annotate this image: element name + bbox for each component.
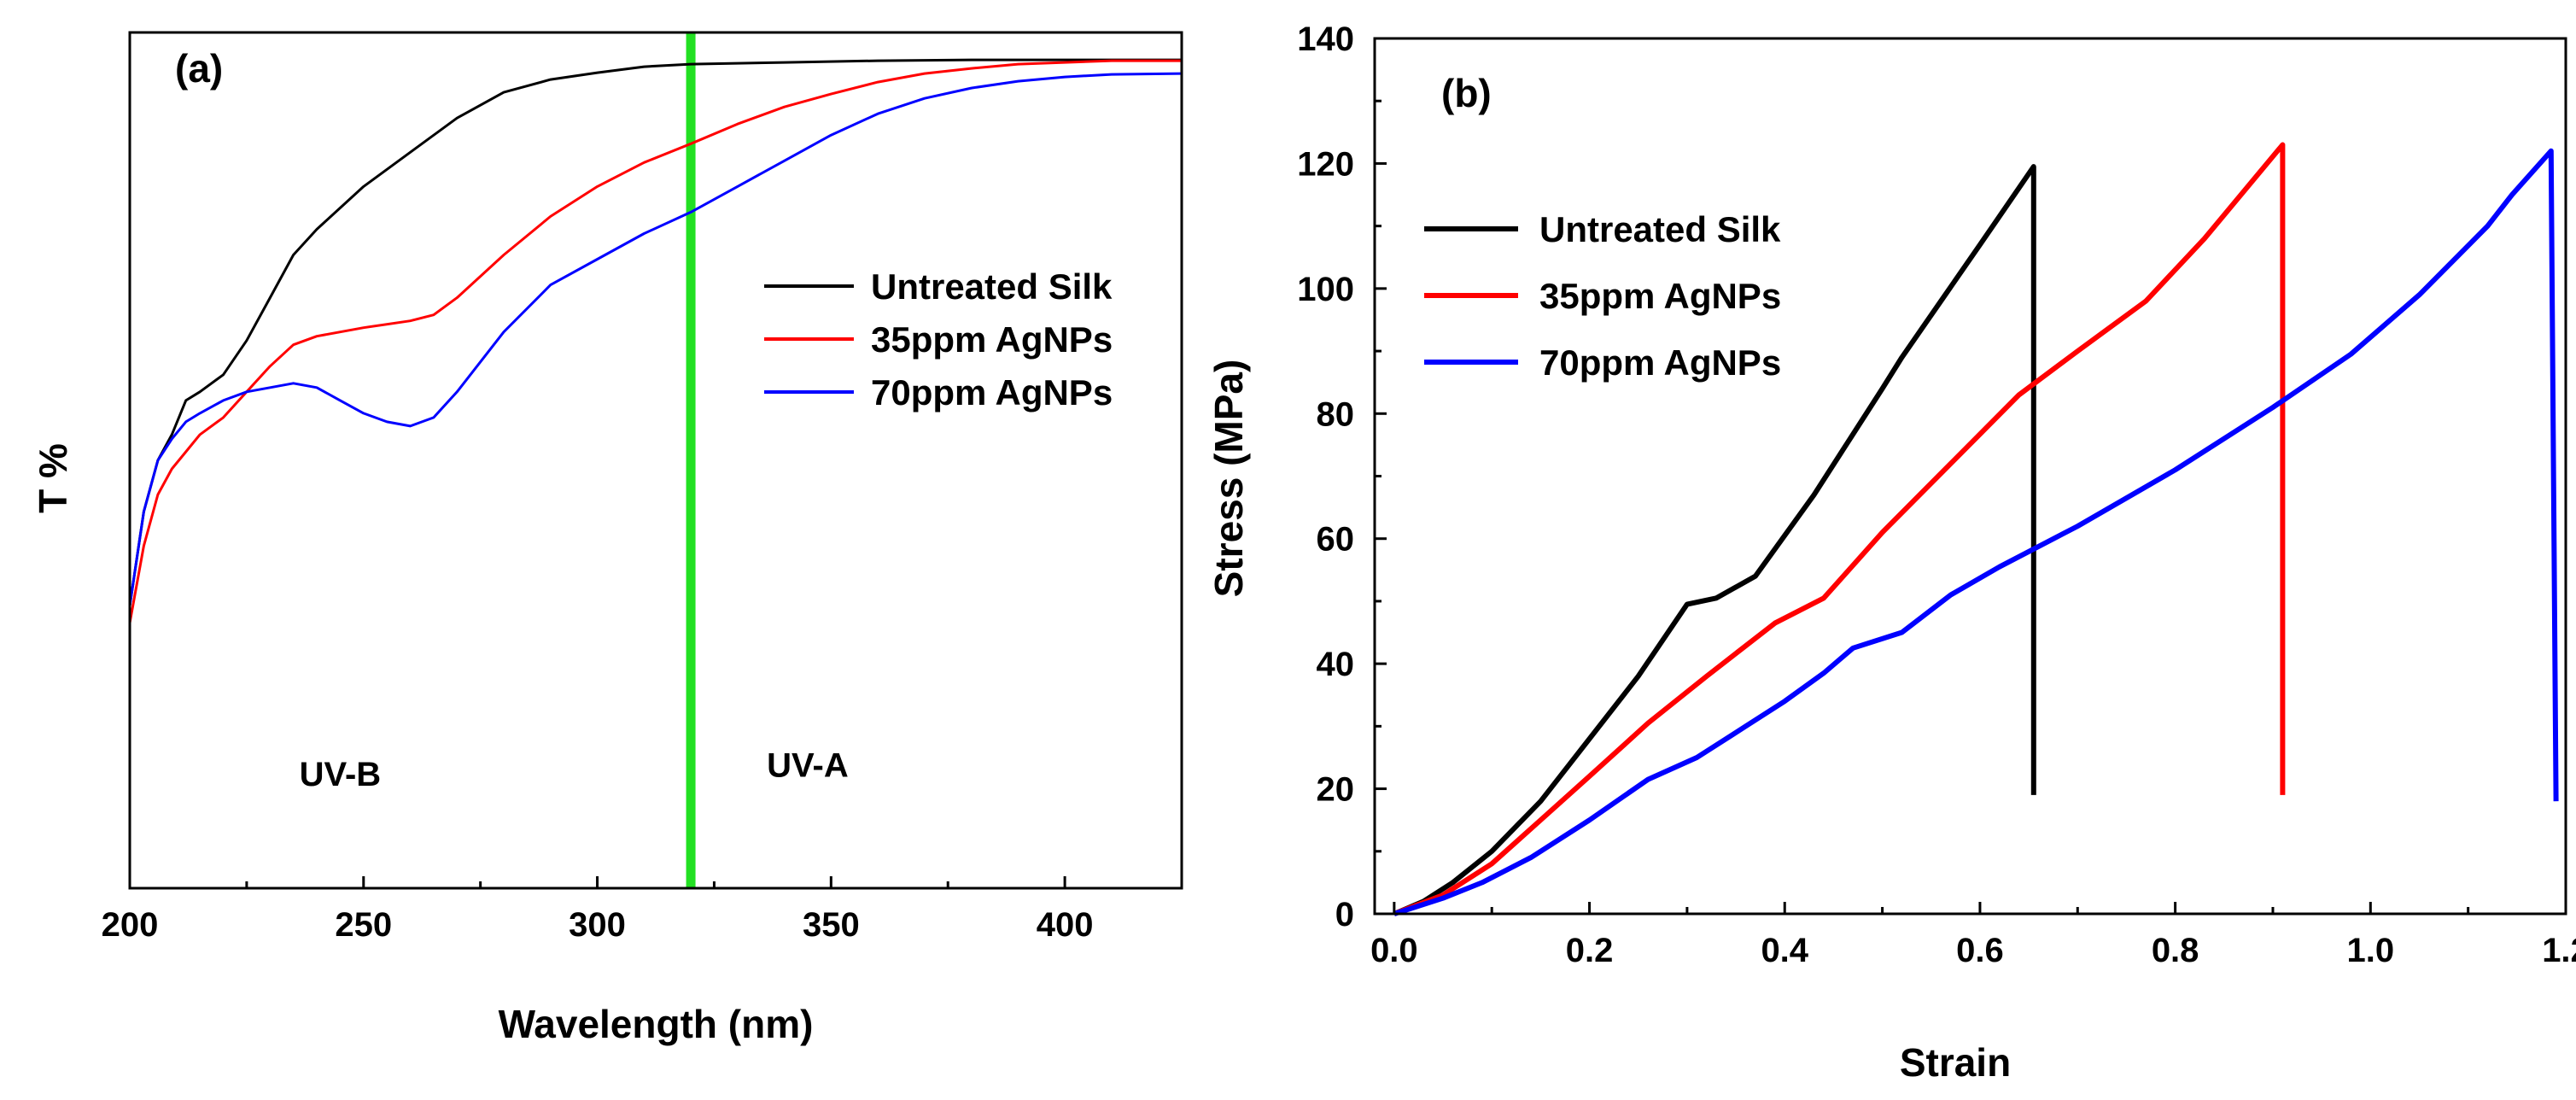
x-tick-label: 1.0	[2347, 932, 2395, 969]
x-tick-label: 300	[569, 906, 626, 944]
panel-a-y-axis-title: T %	[31, 443, 75, 513]
x-tick-label: 0.0	[1370, 932, 1418, 969]
panel-b-stress-strain-chart: 0.00.20.40.60.81.01.2020406080100120140 …	[1206, 20, 2576, 1085]
panel-b-x-axis-title: Strain	[1900, 1040, 2011, 1085]
y-tick-label: 0	[1335, 896, 1354, 933]
x-tick-label: 1.2	[2542, 932, 2576, 969]
legend-label-untreated-silk: Untreated Silk	[871, 266, 1113, 307]
series-line-untreated-silk	[1393, 164, 2036, 916]
region-label-uv-a: UV-A	[767, 747, 849, 785]
legend-label-35ppm-agnps: 35ppm AgNPs	[871, 319, 1113, 360]
y-tick-label: 120	[1297, 145, 1354, 183]
panel-a-transmittance-chart: 200 250 300 350 400 (a) Wavelength (nm) T % …	[31, 31, 1183, 1046]
series-line-untreated-silk	[128, 58, 1182, 606]
panel-b-label: (b)	[1441, 71, 1492, 115]
legend-label-70ppm-agnps: 70ppm AgNPs	[871, 372, 1113, 412]
region-label-uv-b: UV-B	[300, 756, 382, 793]
y-tick-label: 40	[1317, 646, 1355, 683]
series-line-35ppm-agnps	[128, 59, 1182, 623]
panel-a-plot-frame	[128, 31, 1183, 890]
series-line-70ppm-agnps	[128, 72, 1183, 606]
x-tick-label: 400	[1037, 906, 1094, 944]
x-tick-label: 0.8	[2152, 932, 2199, 969]
x-tick-label: 250	[335, 906, 392, 944]
x-tick-label: 0.2	[1566, 932, 1614, 969]
legend-label-untreated-silk: Untreated Silk	[1539, 209, 1781, 249]
y-tick-label: 60	[1317, 521, 1355, 559]
y-tick-label: 80	[1317, 395, 1355, 433]
panel-a-x-axis-title: Wavelength (nm)	[499, 1002, 814, 1046]
x-tick-label: 350	[803, 906, 860, 944]
y-tick-label: 20	[1317, 771, 1355, 809]
y-tick-label: 140	[1297, 20, 1354, 58]
panel-b-legend: Untreated Silk 35ppm AgNPs 70ppm AgNPs	[1424, 209, 1781, 383]
x-tick-label: 200	[102, 906, 159, 944]
panel-a-label: (a)	[175, 46, 223, 91]
series-line-70ppm-agnps	[1393, 148, 2559, 916]
series-line-35ppm-agnps	[1393, 142, 2286, 916]
x-tick-label: 0.4	[1761, 932, 1808, 969]
y-tick-label: 100	[1297, 271, 1354, 308]
legend-label-70ppm-agnps: 70ppm AgNPs	[1539, 342, 1781, 383]
panel-b-y-axis-title: Stress (MPa)	[1206, 360, 1251, 598]
legend-label-35ppm-agnps: 35ppm AgNPs	[1539, 276, 1781, 316]
panel-a-legend: Untreated Silk 35ppm AgNPs 70ppm AgNPs	[764, 266, 1113, 412]
x-tick-label: 0.6	[1956, 932, 2004, 969]
